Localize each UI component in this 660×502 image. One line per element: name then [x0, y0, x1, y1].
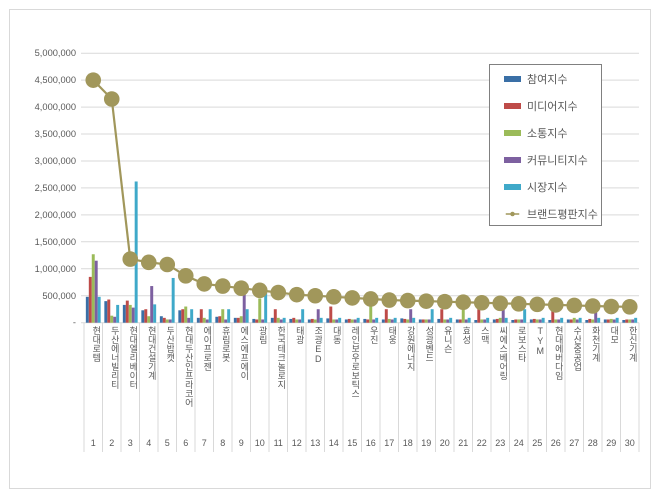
- svg-text:4,000,000: 4,000,000: [35, 102, 76, 112]
- svg-text:2,000,000: 2,000,000: [35, 210, 76, 220]
- svg-text:5,000,000: 5,000,000: [35, 48, 76, 58]
- svg-text:3,000,000: 3,000,000: [35, 156, 76, 166]
- svg-text:1,500,000: 1,500,000: [35, 237, 76, 247]
- svg-text:3,500,000: 3,500,000: [35, 129, 76, 139]
- svg-text:1,000,000: 1,000,000: [35, 264, 76, 274]
- svg-text:4,500,000: 4,500,000: [35, 75, 76, 85]
- svg-text:500,000: 500,000: [42, 291, 76, 301]
- svg-text:2,500,000: 2,500,000: [35, 183, 76, 193]
- svg-text:-: -: [73, 318, 76, 328]
